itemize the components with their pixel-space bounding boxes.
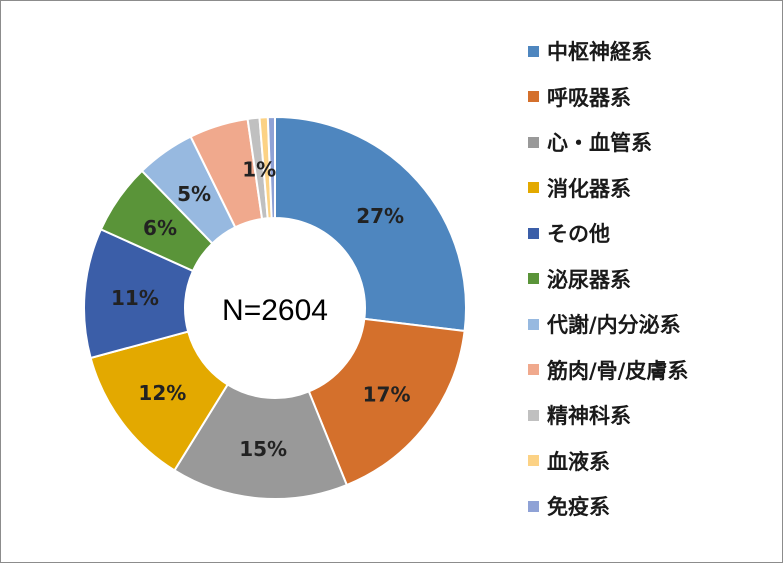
legend-label: 消化器系 (547, 176, 631, 201)
legend-item: 精神科系 (528, 400, 631, 430)
legend-swatch (528, 409, 539, 421)
legend-label: 代謝/内分泌系 (547, 313, 681, 337)
legend-item: その他 (528, 218, 610, 248)
legend-swatch (528, 136, 539, 148)
data-label-3: 15% (239, 437, 287, 461)
center-label: N=2604 (222, 294, 328, 327)
legend-label: 筋肉/骨/皮膚系 (547, 358, 689, 383)
slice-1 (274, 115, 467, 333)
legend-swatch (528, 227, 539, 239)
data-label-7: 5% (177, 182, 211, 206)
legend-item: 中枢神経系 (528, 36, 652, 66)
legend-label: その他 (547, 222, 610, 246)
legend-item: 消化器系 (528, 173, 631, 203)
data-label-5: 11% (111, 286, 159, 310)
legend-label: 免疫系 (547, 495, 610, 519)
donut-slices (83, 115, 467, 500)
slice-2 (307, 317, 466, 487)
legend-label: 泌尿器系 (547, 267, 631, 292)
legend-label: 呼吸器系 (547, 85, 631, 110)
legend-item: 呼吸器系 (528, 82, 631, 112)
legend-item: 泌尿器系 (528, 264, 631, 294)
legend-label: 中枢神経系 (547, 40, 652, 64)
legend-swatch (528, 182, 539, 193)
legend-label: 心・血管系 (547, 131, 652, 155)
data-label-1: 27% (356, 204, 404, 228)
legend-item: 心・血管系 (528, 127, 652, 157)
legend-label: 精神科系 (547, 404, 631, 428)
legend-swatch (528, 455, 539, 466)
data-label-2: 17% (363, 382, 411, 406)
data-label-4: 12% (138, 381, 186, 405)
slice-3 (173, 383, 349, 500)
legend-swatch (528, 318, 539, 330)
legend-swatch (528, 364, 539, 375)
legend-swatch (528, 45, 539, 57)
legend-item: 筋肉/骨/皮膚系 (528, 355, 688, 385)
data-label-9: 1% (242, 157, 276, 181)
legend-item: 代謝/内分泌系 (528, 309, 681, 339)
legend-item: 免疫系 (528, 491, 610, 521)
legend-item: 血液系 (528, 446, 610, 476)
legend-swatch (528, 91, 539, 102)
legend-label: 血液系 (547, 449, 610, 474)
legend-swatch (528, 500, 539, 512)
slice-11 (266, 115, 276, 220)
legend-swatch (528, 273, 539, 284)
data-labels: 27% 17% 15% 12% 11% 6%5% 1% (111, 157, 411, 461)
data-label-6: 6% (143, 216, 177, 240)
